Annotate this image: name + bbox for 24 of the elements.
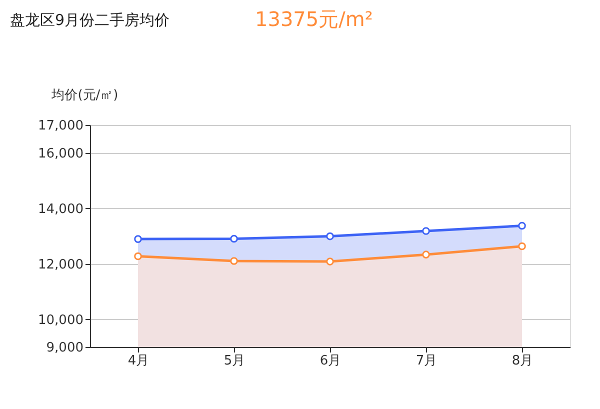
chart-title: 盘龙区9月份二手房均价 — [10, 11, 170, 29]
y-tick-label: 9,000 — [46, 340, 84, 356]
y-tick-label: 17,000 — [38, 118, 84, 134]
point — [230, 234, 238, 243]
y-axis-title: 均价(元/㎡) — [50, 88, 118, 103]
point — [326, 258, 334, 266]
x-tick-label: 4月 — [128, 354, 150, 368]
point — [134, 252, 142, 260]
x-tick-label: 8月 — [512, 354, 534, 368]
point — [422, 250, 430, 258]
text: 13375元/m² — [255, 7, 373, 31]
point — [518, 222, 526, 230]
x-tick-label: 7月 — [416, 354, 438, 368]
point — [422, 227, 430, 235]
point — [230, 257, 238, 265]
point — [518, 242, 526, 250]
y-tick-label: 10,000 — [38, 312, 84, 328]
y-tick-label: 16,000 — [38, 146, 84, 162]
x-tick-label: 5月 — [224, 354, 246, 368]
x-tick-label: 6月 — [320, 354, 342, 368]
y-tick-label: 14,000 — [38, 202, 84, 217]
y-tick-label: 12,000 — [38, 257, 84, 272]
point — [134, 235, 142, 243]
point — [326, 232, 334, 240]
